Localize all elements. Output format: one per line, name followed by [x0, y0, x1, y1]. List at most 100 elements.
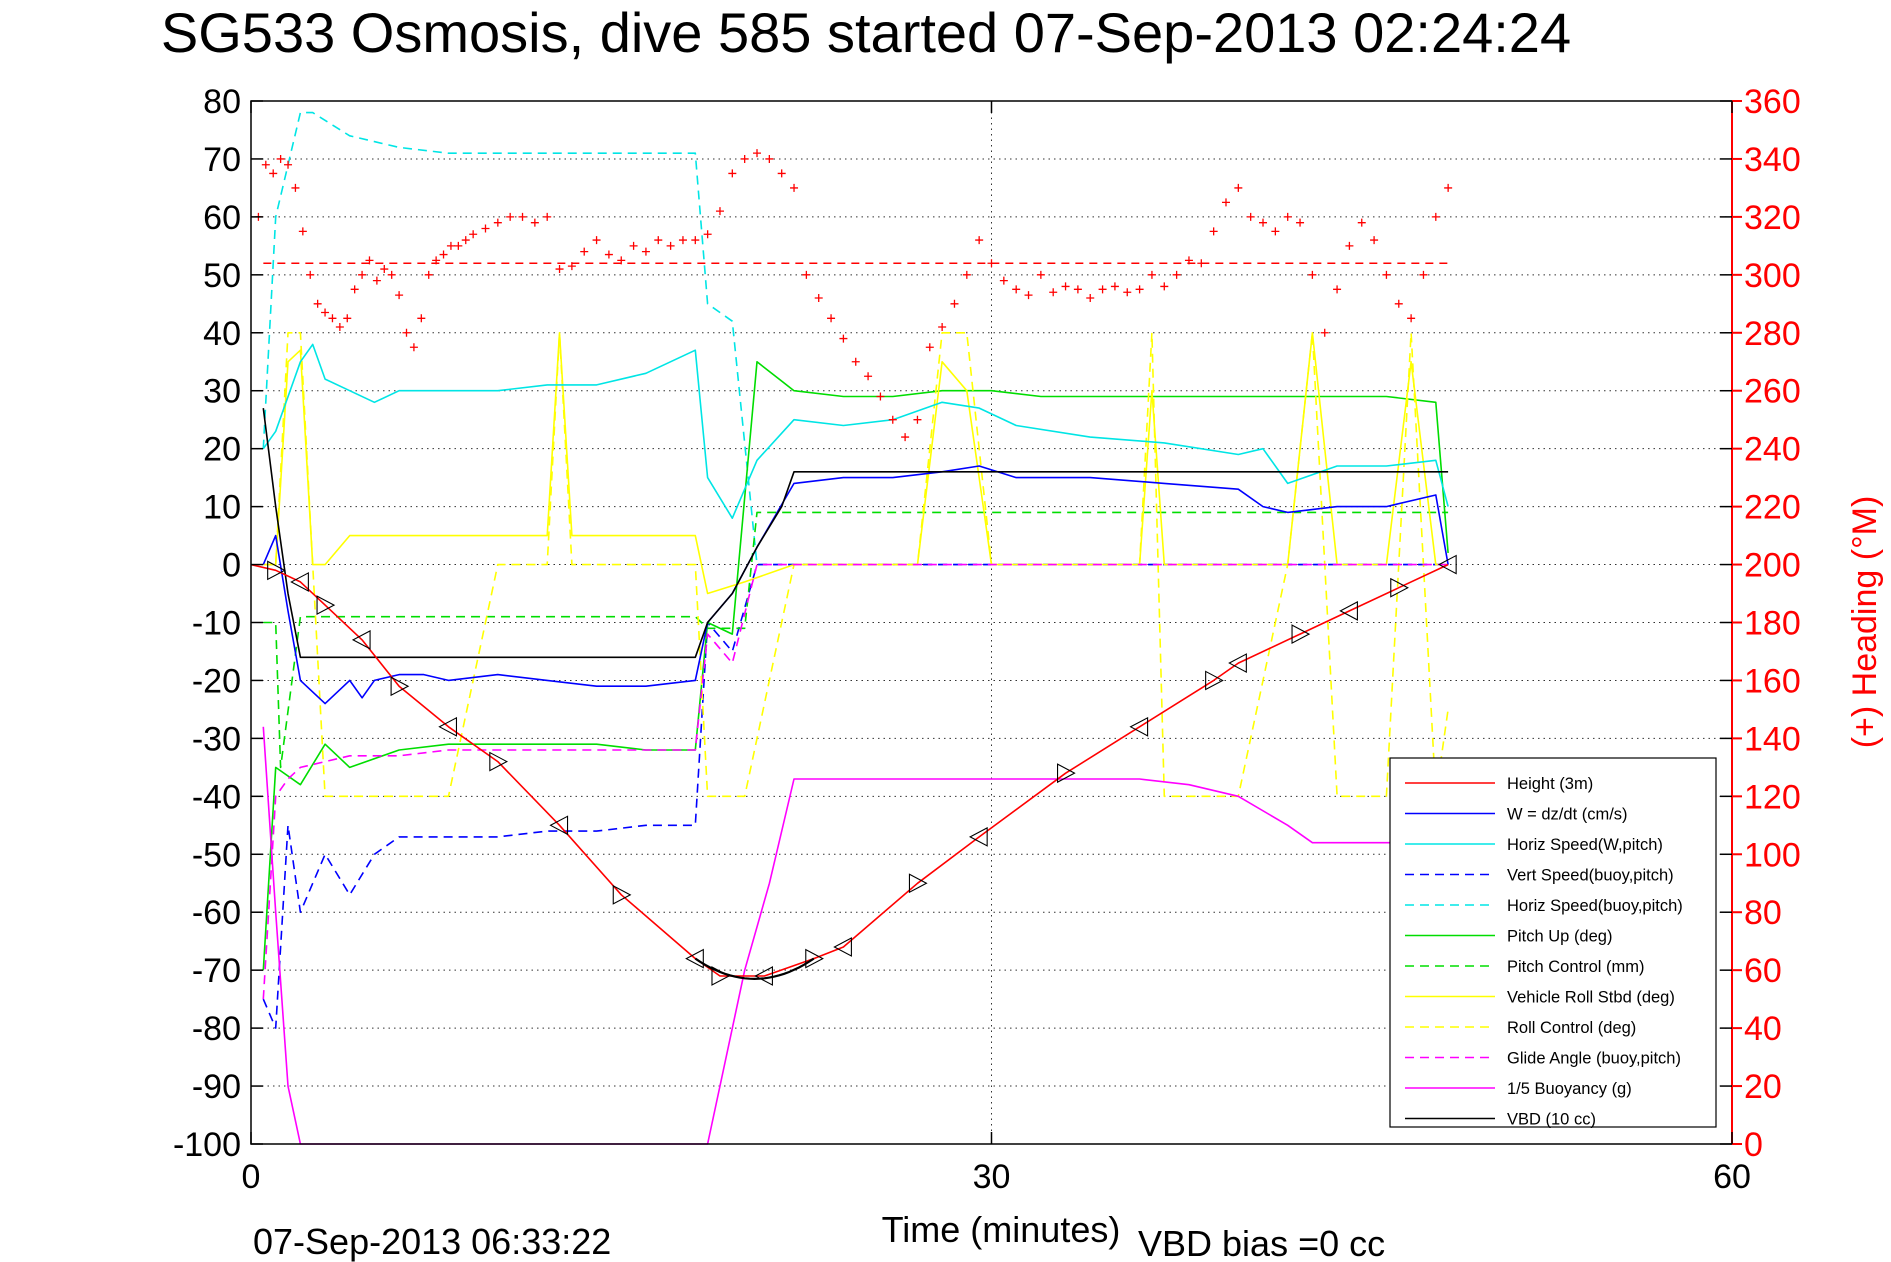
heading-marker — [1407, 314, 1416, 323]
heading-marker — [691, 236, 700, 245]
x-tick-label: 0 — [242, 1158, 261, 1196]
x-tick-label: 30 — [973, 1158, 1011, 1196]
right-tick-label: 20 — [1744, 1068, 1782, 1106]
heading-marker — [493, 218, 502, 227]
heading-marker — [740, 154, 749, 163]
heading-marker — [1271, 227, 1280, 236]
heading-marker — [715, 207, 724, 216]
series-line-pitch-control-mm — [263, 511, 1449, 769]
heading-marker — [543, 212, 552, 221]
height-triangle-marker — [1339, 600, 1358, 621]
right-tick-label: 160 — [1744, 662, 1801, 700]
heading-marker — [269, 169, 278, 178]
heading-marker — [284, 160, 293, 169]
legend-label: Roll Control (deg) — [1507, 1019, 1636, 1037]
height-triangle-marker — [1057, 763, 1076, 784]
right-axis-ticks: 3603403203002802602402202001801601401201… — [1732, 83, 1801, 1164]
heading-marker — [1098, 285, 1107, 294]
legend-label: Height (3m) — [1507, 775, 1593, 793]
left-tick-label: -60 — [192, 894, 241, 932]
heading-marker — [975, 236, 984, 245]
heading-marker — [1049, 288, 1058, 297]
right-tick-label: 140 — [1744, 720, 1801, 758]
heading-marker — [580, 247, 589, 256]
heading-marker — [343, 314, 352, 323]
heading-marker — [1160, 282, 1169, 291]
height-triangle-marker — [908, 873, 928, 894]
heading-marker — [469, 230, 478, 239]
heading-marker — [1123, 288, 1132, 297]
heading-marker — [790, 183, 799, 192]
heading-marker — [1394, 299, 1403, 308]
heading-marker — [913, 415, 922, 424]
heading-marker — [409, 343, 418, 352]
heading-marker — [1444, 183, 1453, 192]
height-triangle-markers — [267, 554, 1457, 986]
heading-marker — [753, 149, 762, 158]
heading-marker — [1012, 285, 1021, 294]
heading-marker — [678, 236, 687, 245]
legend: Height (3m) W = dz/dt (cm/s) Horiz Speed(W… — [1389, 757, 1717, 1129]
heading-marker — [1024, 291, 1033, 300]
heading-marker — [1308, 270, 1317, 279]
heading-marker — [432, 256, 441, 265]
heading-marker — [313, 299, 322, 308]
heading-marker — [358, 270, 367, 279]
footer-vbd-bias: VBD bias =0 cc — [1138, 1223, 1385, 1262]
legend-label: VBD (10 cc) — [1507, 1111, 1596, 1129]
heading-marker — [666, 241, 675, 250]
height-triangle-marker — [1437, 554, 1457, 575]
left-tick-label: 50 — [203, 257, 241, 295]
heading-marker — [1370, 236, 1379, 245]
right-tick-label: 80 — [1744, 894, 1782, 932]
heading-marker — [851, 357, 860, 366]
heading-marker — [506, 212, 515, 221]
left-tick-label: 80 — [203, 83, 241, 121]
series-layer — [250, 111, 1449, 1145]
height-triangle-marker — [685, 948, 704, 969]
heading-marker — [1147, 270, 1156, 279]
right-tick-label: 120 — [1744, 778, 1801, 816]
heading-marker — [1357, 218, 1366, 227]
heading-marker — [372, 276, 381, 285]
right-tick-label: 220 — [1744, 489, 1801, 527]
height-triangle-marker — [290, 572, 309, 592]
right-tick-label: 180 — [1744, 605, 1801, 643]
heading-marker — [387, 270, 396, 279]
heading-marker — [987, 259, 996, 268]
heading-marker — [1135, 285, 1144, 294]
x-axis-ticks: 0 30 60 — [242, 101, 1751, 1196]
heading-marker — [1333, 285, 1342, 294]
left-tick-label: -50 — [192, 836, 241, 874]
heading-marker — [261, 160, 270, 169]
turnaround-curve — [694, 957, 815, 981]
right-tick-label: 40 — [1744, 1010, 1782, 1048]
heading-marker — [864, 372, 873, 381]
right-tick-label: 280 — [1744, 315, 1801, 353]
height-triangle-marker — [1205, 670, 1224, 691]
legend-label: Horiz Speed(buoy,pitch) — [1507, 897, 1683, 915]
right-tick-label: 100 — [1744, 836, 1801, 874]
heading-marker — [925, 343, 934, 352]
heading-marker — [555, 265, 564, 274]
right-tick-label: 240 — [1744, 431, 1801, 469]
right-tick-label: 0 — [1744, 1126, 1763, 1164]
height-triangle-marker — [549, 815, 569, 836]
heading-marker — [1246, 212, 1255, 221]
heading-marker — [888, 415, 897, 424]
heading-marker — [530, 218, 539, 227]
heading-marker — [641, 247, 650, 256]
heading-marker — [1419, 270, 1428, 279]
height-triangle-marker — [833, 937, 852, 957]
height-triangle-marker — [351, 629, 371, 650]
legend-label: 1/5 Buoyancy (g) — [1507, 1080, 1632, 1098]
left-tick-label: -70 — [192, 952, 241, 990]
legend-label: Vert Speed(buoy,pitch) — [1507, 867, 1674, 885]
grid-lines — [251, 101, 1732, 1144]
x-tick-label: 60 — [1713, 1158, 1751, 1196]
legend-label: Pitch Up (deg) — [1507, 928, 1612, 946]
height-triangle-marker — [1390, 577, 1409, 598]
heading-markers — [254, 149, 1453, 442]
legend-label: W = dz/dt (cm/s) — [1507, 806, 1628, 824]
heading-marker — [617, 256, 626, 265]
